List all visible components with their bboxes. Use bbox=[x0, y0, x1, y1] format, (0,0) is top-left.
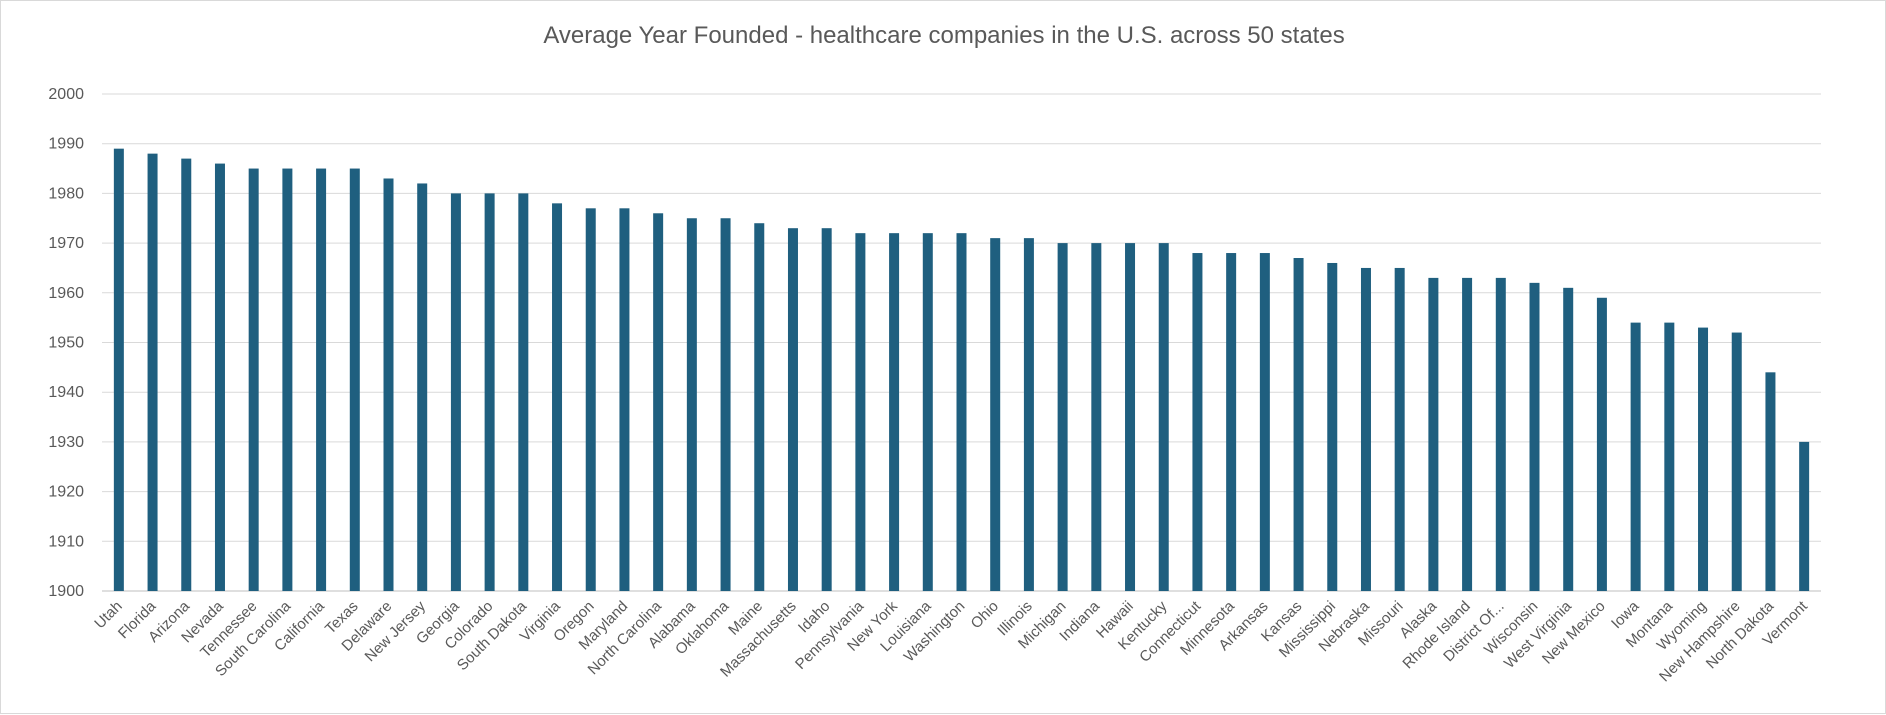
bar-connecticut bbox=[1192, 253, 1203, 592]
y-tick-label: 1980 bbox=[48, 185, 84, 202]
bar-maine bbox=[754, 223, 765, 591]
bar-illinois bbox=[1023, 238, 1034, 591]
y-tick-label: 1960 bbox=[48, 285, 84, 302]
bar-rhode-island bbox=[1462, 277, 1473, 591]
y-axis-ticks: 1900 1910 1920 1930 1940 1950 1960 1970 1980 1990… bbox=[48, 86, 84, 600]
bar-pennsylvania bbox=[855, 233, 866, 591]
bar-utah bbox=[113, 148, 124, 592]
bar-arkansas bbox=[1259, 253, 1270, 592]
y-tick-label: 1920 bbox=[48, 484, 84, 501]
bar-virginia bbox=[552, 203, 563, 591]
bar-tennessee bbox=[248, 168, 259, 592]
y-tick-label: 1900 bbox=[48, 583, 84, 600]
bar-new-york bbox=[889, 233, 900, 591]
y-tick-label: 1990 bbox=[48, 136, 84, 153]
bar-north-dakota bbox=[1765, 372, 1776, 591]
bar-minnesota bbox=[1226, 253, 1237, 592]
bar-south-dakota bbox=[518, 193, 529, 591]
bar-louisiana bbox=[922, 233, 933, 591]
bar-south-carolina bbox=[282, 168, 293, 592]
bar-nebraska bbox=[1360, 267, 1371, 591]
bar-indiana bbox=[1091, 243, 1102, 591]
y-tick-label: 1970 bbox=[48, 235, 84, 252]
y-tick-label: 1910 bbox=[48, 533, 84, 550]
bar-alabama bbox=[686, 218, 697, 591]
bar-vermont bbox=[1799, 441, 1810, 591]
bar-district-of bbox=[1495, 277, 1506, 591]
bar-georgia bbox=[450, 193, 461, 591]
bar-mississippi bbox=[1327, 262, 1338, 591]
bar-idaho bbox=[821, 228, 832, 591]
bar-north-carolina bbox=[653, 213, 664, 591]
bar-texas bbox=[349, 168, 360, 592]
bar-oklahoma bbox=[720, 218, 731, 591]
bar-alaska bbox=[1428, 277, 1439, 591]
bar-california bbox=[316, 168, 327, 592]
bar-west-virginia bbox=[1563, 287, 1574, 591]
bar-new-hampshire bbox=[1731, 332, 1742, 591]
bar-wisconsin bbox=[1529, 282, 1540, 591]
bar-new-jersey bbox=[417, 183, 428, 591]
bar-new-mexico bbox=[1596, 297, 1607, 591]
bar-maryland bbox=[619, 208, 630, 591]
y-tick-label: 1940 bbox=[48, 384, 84, 401]
bar-florida bbox=[147, 153, 158, 591]
bar-montana bbox=[1664, 322, 1675, 591]
y-tick-label: 2000 bbox=[48, 86, 84, 103]
bar-nevada bbox=[214, 163, 225, 591]
bar-hawaii bbox=[1125, 243, 1136, 591]
bar-washington bbox=[956, 233, 967, 591]
y-tick-label: 1950 bbox=[48, 335, 84, 352]
bar-massachusetts bbox=[787, 228, 798, 591]
y-tick-label: 1930 bbox=[48, 434, 84, 451]
bar-arizona bbox=[181, 158, 192, 592]
bar-iowa bbox=[1630, 322, 1641, 591]
bar-delaware bbox=[383, 178, 394, 592]
bar-wyoming bbox=[1698, 327, 1709, 591]
bar-kansas bbox=[1293, 258, 1304, 591]
bar-ohio bbox=[990, 238, 1001, 591]
bar-oregon bbox=[585, 208, 596, 591]
bars bbox=[113, 148, 1810, 592]
chart-title: Average Year Founded - healthcare compan… bbox=[543, 22, 1344, 49]
bar-michigan bbox=[1057, 243, 1068, 591]
bar-colorado bbox=[484, 193, 495, 591]
bar-kentucky bbox=[1158, 243, 1169, 591]
bar-missouri bbox=[1394, 267, 1405, 591]
